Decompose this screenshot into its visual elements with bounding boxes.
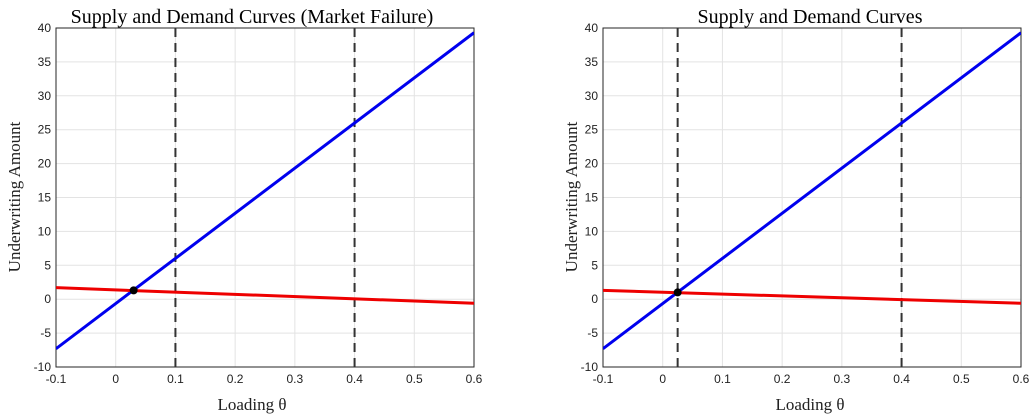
series-group bbox=[56, 31, 474, 350]
demand-line bbox=[603, 288, 1021, 305]
x-tick-label: 0.1 bbox=[167, 372, 184, 386]
series-group bbox=[603, 31, 1021, 350]
y-tick-label: 40 bbox=[38, 21, 52, 35]
x-tick-label: 0.5 bbox=[406, 372, 423, 386]
x-tick-label: -0.1 bbox=[593, 372, 614, 386]
y-tick-label: 10 bbox=[38, 224, 52, 238]
equilibrium-point bbox=[673, 288, 682, 297]
x-tick-label: 0 bbox=[112, 372, 119, 386]
y-tick-label: 20 bbox=[585, 157, 599, 171]
demand-line bbox=[56, 286, 474, 305]
x-tick-label: 0.3 bbox=[834, 372, 851, 386]
x-tick-label: 0.4 bbox=[346, 372, 363, 386]
x-tick-label: 0.2 bbox=[227, 372, 244, 386]
x-tick-label: 0.4 bbox=[893, 372, 910, 386]
x-tick-label: 0.5 bbox=[953, 372, 970, 386]
y-tick-label: 35 bbox=[38, 55, 52, 69]
y-tick-label: -5 bbox=[40, 326, 51, 340]
plot-frame bbox=[602, 27, 1022, 368]
y-tick-label: 40 bbox=[585, 21, 599, 35]
y-tick-label: 30 bbox=[585, 89, 599, 103]
y-tick-label: 0 bbox=[591, 292, 598, 306]
x-tick-label: -0.1 bbox=[46, 372, 67, 386]
y-tick-label: 5 bbox=[591, 258, 598, 272]
y-axis-label: Underwriting Amount bbox=[5, 121, 24, 272]
y-tick-label: 5 bbox=[44, 258, 51, 272]
y-tick-label: 15 bbox=[585, 191, 599, 205]
x-tick-label: 0.6 bbox=[466, 372, 483, 386]
y-tick-label: -10 bbox=[34, 360, 52, 374]
x-tick-label: 0.2 bbox=[774, 372, 791, 386]
y-tick-label: 25 bbox=[38, 123, 52, 137]
y-tick-label: 25 bbox=[585, 123, 599, 137]
right-chart: Supply and Demand Curves Loading θ Under… bbox=[562, 6, 1030, 414]
x-tick-label: 0.3 bbox=[287, 372, 304, 386]
plot-frame bbox=[55, 27, 475, 368]
y-tick-label: 30 bbox=[38, 89, 52, 103]
supply-line bbox=[56, 31, 474, 350]
y-tick-label: -5 bbox=[587, 326, 598, 340]
y-tick-label: 15 bbox=[38, 191, 52, 205]
x-tick-label: 0.1 bbox=[714, 372, 731, 386]
x-axis-label: Loading θ bbox=[775, 395, 844, 414]
x-axis-label: Loading θ bbox=[217, 395, 286, 414]
supply-line bbox=[603, 31, 1021, 350]
chart-title: Supply and Demand Curves (Market Failure… bbox=[71, 6, 434, 28]
left-chart: Supply and Demand Curves (Market Failure… bbox=[5, 6, 483, 414]
y-tick-label: 10 bbox=[585, 224, 599, 238]
chart-title: Supply and Demand Curves bbox=[698, 6, 923, 28]
y-tick-label: 20 bbox=[38, 157, 52, 171]
y-axis-label: Underwriting Amount bbox=[562, 121, 581, 272]
equilibrium-point bbox=[129, 286, 138, 295]
x-tick-label: 0.6 bbox=[1013, 372, 1030, 386]
x-tick-label: 0 bbox=[659, 372, 666, 386]
y-tick-label: 35 bbox=[585, 55, 599, 69]
y-tick-label: 0 bbox=[44, 292, 51, 306]
y-tick-label: -10 bbox=[581, 360, 599, 374]
